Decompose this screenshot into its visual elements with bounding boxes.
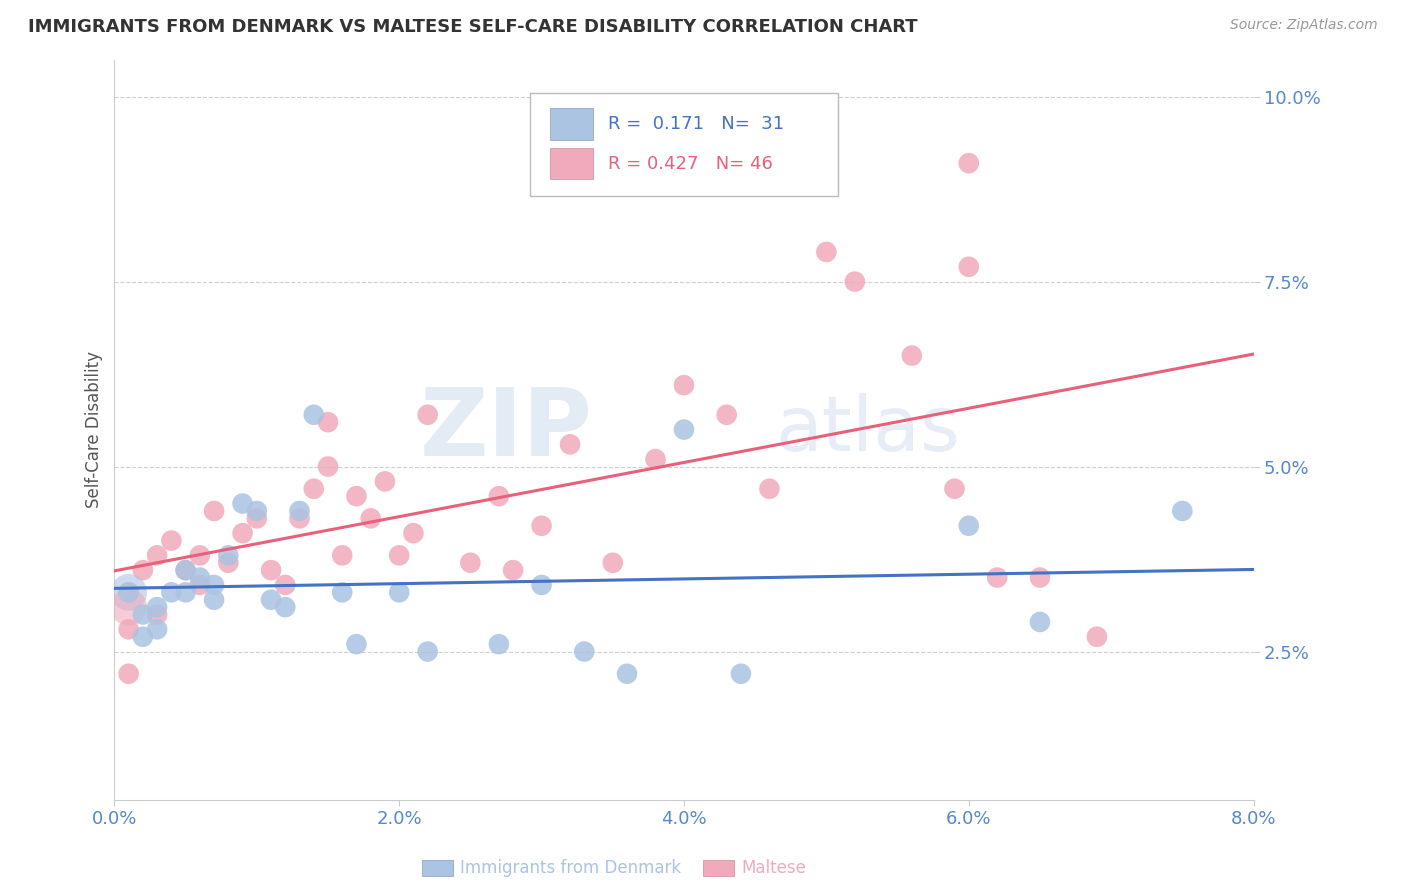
Point bbox=[132, 563, 155, 577]
Point bbox=[132, 630, 155, 644]
Point bbox=[118, 623, 141, 637]
Point bbox=[316, 459, 339, 474]
Point bbox=[957, 156, 980, 170]
Point bbox=[986, 570, 1008, 584]
Point bbox=[118, 585, 141, 599]
Point bbox=[146, 607, 169, 622]
Point bbox=[1171, 504, 1194, 518]
Point bbox=[502, 563, 524, 577]
Point bbox=[901, 349, 924, 363]
Text: R =  0.171   N=  31: R = 0.171 N= 31 bbox=[607, 115, 783, 133]
Point bbox=[957, 260, 980, 274]
Point bbox=[288, 504, 311, 518]
Point bbox=[360, 511, 382, 525]
Point bbox=[132, 607, 155, 622]
Point bbox=[574, 644, 596, 658]
Point bbox=[146, 549, 169, 563]
Point bbox=[174, 585, 197, 599]
Point bbox=[260, 592, 283, 607]
Text: Maltese: Maltese bbox=[741, 859, 806, 877]
Point bbox=[146, 623, 169, 637]
Point bbox=[118, 600, 141, 615]
Point bbox=[1085, 630, 1108, 644]
FancyBboxPatch shape bbox=[530, 93, 838, 196]
Point bbox=[943, 482, 966, 496]
Point bbox=[346, 489, 368, 503]
Point bbox=[416, 644, 439, 658]
Point bbox=[558, 437, 581, 451]
Point bbox=[416, 408, 439, 422]
Point bbox=[530, 518, 553, 533]
Text: R = 0.427   N= 46: R = 0.427 N= 46 bbox=[607, 155, 772, 173]
Point bbox=[174, 563, 197, 577]
Point bbox=[118, 666, 141, 681]
Point bbox=[188, 549, 211, 563]
Point bbox=[146, 600, 169, 615]
Point bbox=[672, 378, 695, 392]
Point bbox=[288, 511, 311, 525]
Point bbox=[202, 578, 225, 592]
Point bbox=[260, 563, 283, 577]
Point bbox=[202, 504, 225, 518]
Point bbox=[1029, 615, 1052, 629]
Point bbox=[388, 549, 411, 563]
Point bbox=[602, 556, 624, 570]
Text: atlas: atlas bbox=[775, 392, 960, 467]
Text: IMMIGRANTS FROM DENMARK VS MALTESE SELF-CARE DISABILITY CORRELATION CHART: IMMIGRANTS FROM DENMARK VS MALTESE SELF-… bbox=[28, 18, 918, 36]
Point bbox=[815, 244, 838, 259]
Text: ZIP: ZIP bbox=[420, 384, 593, 475]
Text: Immigrants from Denmark: Immigrants from Denmark bbox=[460, 859, 681, 877]
Point bbox=[302, 408, 325, 422]
Text: Source: ZipAtlas.com: Source: ZipAtlas.com bbox=[1230, 18, 1378, 32]
Point bbox=[730, 666, 752, 681]
Point bbox=[316, 415, 339, 429]
Point bbox=[174, 563, 197, 577]
Point bbox=[1029, 570, 1052, 584]
Point bbox=[246, 504, 269, 518]
Point bbox=[246, 511, 269, 525]
Point bbox=[118, 585, 141, 599]
Point bbox=[672, 423, 695, 437]
Point bbox=[388, 585, 411, 599]
Point bbox=[488, 489, 510, 503]
Point bbox=[217, 556, 239, 570]
Point bbox=[232, 526, 254, 541]
Point bbox=[402, 526, 425, 541]
Point bbox=[346, 637, 368, 651]
Point bbox=[957, 518, 980, 533]
Point bbox=[302, 482, 325, 496]
Y-axis label: Self-Care Disability: Self-Care Disability bbox=[86, 351, 103, 508]
Point bbox=[330, 549, 353, 563]
Point bbox=[188, 570, 211, 584]
Point bbox=[758, 482, 780, 496]
Point bbox=[616, 666, 638, 681]
Point bbox=[160, 585, 183, 599]
Point bbox=[160, 533, 183, 548]
Bar bbox=[550, 148, 593, 179]
Point bbox=[460, 556, 482, 570]
Point bbox=[716, 408, 738, 422]
Point bbox=[188, 578, 211, 592]
Point bbox=[644, 452, 666, 467]
Point bbox=[530, 578, 553, 592]
Point bbox=[274, 600, 297, 615]
Bar bbox=[550, 109, 593, 139]
Point bbox=[274, 578, 297, 592]
Point bbox=[232, 497, 254, 511]
Point bbox=[844, 275, 866, 289]
Point bbox=[217, 549, 239, 563]
Point bbox=[374, 475, 396, 489]
Point bbox=[202, 592, 225, 607]
Point bbox=[488, 637, 510, 651]
Point bbox=[330, 585, 353, 599]
Point bbox=[118, 585, 141, 599]
